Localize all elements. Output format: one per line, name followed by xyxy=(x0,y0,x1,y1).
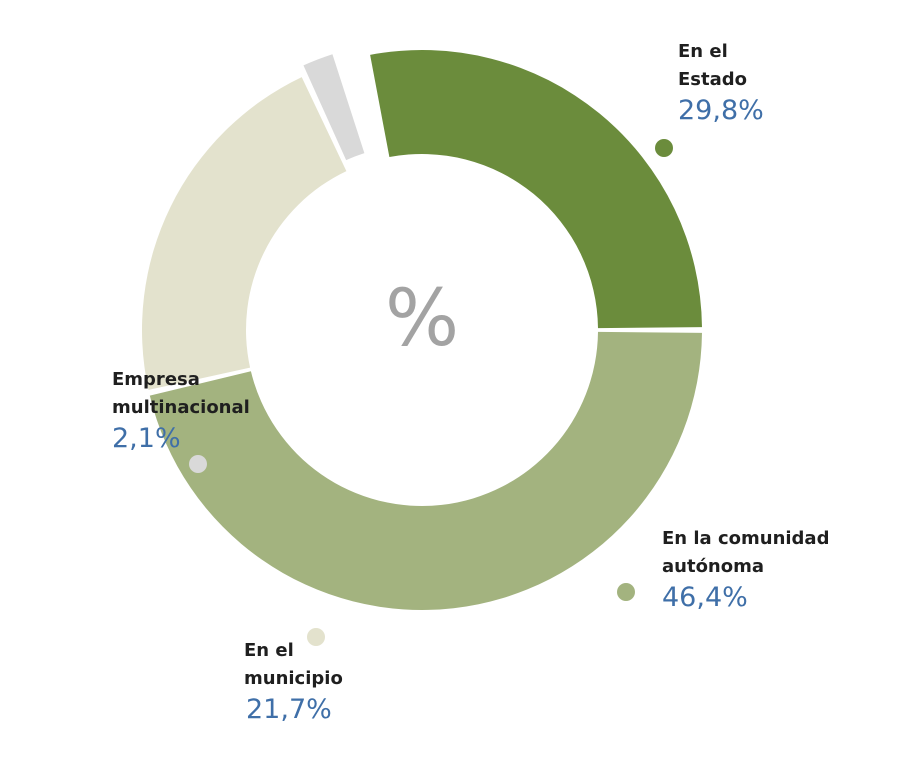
legend-municipio-value: 21,7% xyxy=(246,694,332,725)
center-percent-label: % xyxy=(384,274,460,364)
legend-municipio-dot xyxy=(307,628,325,646)
legend-municipio-name-line1: En el xyxy=(244,640,294,661)
legend-comunidad: En la comunidad autónoma 46,4% xyxy=(662,525,829,615)
legend-estado-dot xyxy=(655,139,673,157)
legend-estado-value: 29,8% xyxy=(678,95,764,126)
legend-multinacional-name-line2: multinacional xyxy=(112,397,250,418)
legend-estado-name-line1: En el xyxy=(678,41,728,62)
legend-multinacional-value: 2,1% xyxy=(112,423,181,454)
legend-comunidad-name-line2: autónoma xyxy=(662,556,765,577)
legend-multinacional-dot xyxy=(189,455,207,473)
slice-multinacional xyxy=(303,54,365,161)
legend-multinacional-name-line1: Empresa xyxy=(112,369,200,390)
legend-municipio-name-line2: municipio xyxy=(244,668,343,689)
legend-municipio: En el municipio 21,7% xyxy=(244,637,343,727)
legend-comunidad-dot xyxy=(617,583,635,601)
slice-comunidad xyxy=(149,331,702,610)
slice-estado xyxy=(370,49,702,329)
legend-estado-name-line2: Estado xyxy=(678,69,748,90)
legend-estado: En el Estado 29,8% xyxy=(678,38,764,128)
legend-comunidad-name-line1: En la comunidad xyxy=(662,528,830,549)
legend-multinacional: Empresa multinacional 2,1% xyxy=(112,366,250,456)
legend-comunidad-value: 46,4% xyxy=(662,582,748,613)
slice-municipio xyxy=(141,77,347,390)
